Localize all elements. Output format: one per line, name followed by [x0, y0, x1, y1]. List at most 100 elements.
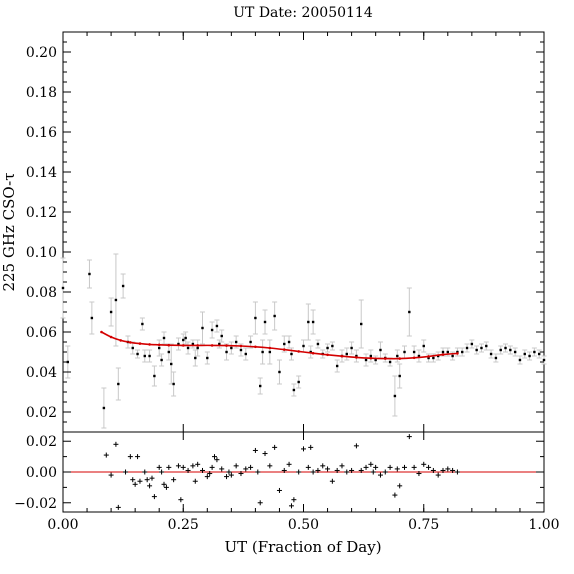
- data-point: [88, 272, 91, 276]
- data-point: [326, 346, 329, 350]
- data-point: [461, 350, 464, 354]
- data-point: [234, 340, 238, 344]
- data-point: [290, 352, 293, 356]
- data-point: [309, 350, 312, 354]
- x-tick-label: 0.00: [47, 517, 78, 533]
- residual-point: [195, 461, 201, 467]
- residual-point: [406, 434, 412, 440]
- y-tick-label: 0.18: [26, 85, 57, 101]
- data-point: [201, 326, 204, 330]
- residual-point: [151, 494, 157, 500]
- data-point: [441, 350, 445, 354]
- residual-point: [315, 467, 321, 473]
- data-point: [451, 354, 454, 358]
- x-tick-label: 1.00: [528, 517, 559, 533]
- data-point: [254, 316, 257, 320]
- data-point: [90, 316, 94, 320]
- residual-point: [450, 467, 456, 473]
- fit-point: [225, 344, 228, 347]
- residual-point: [301, 446, 306, 452]
- data-point: [355, 354, 358, 358]
- residual-point: [394, 466, 400, 472]
- residual-point: [435, 472, 441, 478]
- x-tick: 0.50: [288, 32, 319, 533]
- residual-point: [214, 457, 220, 463]
- data-point: [109, 310, 113, 314]
- fit-point: [157, 343, 161, 347]
- y-tick-label: 0.16: [26, 125, 57, 141]
- residual-point: [212, 454, 218, 460]
- y-tick-label: 0.04: [26, 365, 57, 381]
- residual-point: [204, 474, 210, 480]
- data-point: [509, 348, 512, 352]
- data-point: [230, 346, 233, 350]
- data-point: [374, 358, 377, 362]
- residual-point: [252, 447, 258, 453]
- y-tick: 0.02: [26, 434, 544, 450]
- data-point: [191, 342, 195, 346]
- residual-point: [272, 444, 278, 450]
- residual-point: [257, 500, 263, 506]
- residual-point: [171, 477, 177, 483]
- residual-point: [127, 454, 133, 460]
- residual-point: [233, 463, 239, 469]
- residual-point: [310, 469, 316, 475]
- data-point: [273, 314, 276, 318]
- data-point: [513, 350, 517, 354]
- fit-point: [441, 353, 445, 356]
- data-point: [537, 352, 541, 356]
- bottom-y-ticks: 0.02 0.00 −0.02: [14, 434, 544, 512]
- residual-point: [288, 503, 294, 509]
- fit-point: [369, 356, 373, 360]
- residual-point: [180, 464, 186, 470]
- data-point: [311, 320, 315, 324]
- residual-point: [159, 469, 165, 475]
- y-tick: 0.14: [26, 165, 544, 181]
- y-tick: 0.16: [26, 125, 544, 141]
- chart-title: UT Date: 20050114: [233, 5, 373, 21]
- residual-point: [445, 466, 451, 472]
- residual-point: [175, 463, 181, 469]
- y-tick-label: 0.02: [26, 405, 57, 421]
- data-point: [121, 284, 125, 288]
- data-point: [485, 344, 488, 348]
- residual-point: [178, 497, 184, 503]
- data-point: [249, 340, 252, 344]
- residual-points: [103, 434, 460, 510]
- data-point: [268, 350, 272, 354]
- data-point: [263, 320, 267, 324]
- x-axis-label: UT (Fraction of Day): [224, 538, 381, 556]
- data-point: [422, 344, 425, 348]
- data-point: [194, 356, 197, 360]
- data-point: [393, 394, 397, 398]
- residual-point: [192, 478, 198, 484]
- y-tick: 0.20: [26, 45, 544, 61]
- top-errorbars: [60, 253, 547, 429]
- fit-point: [297, 350, 300, 353]
- fit-point: [129, 341, 132, 344]
- residual-point: [308, 444, 314, 450]
- residual-point: [411, 464, 417, 470]
- data-point: [184, 336, 187, 340]
- residual-point: [166, 464, 172, 470]
- residual-point: [156, 464, 162, 470]
- data-point: [307, 320, 310, 324]
- residual-point: [281, 467, 287, 473]
- residual-point: [368, 461, 374, 467]
- data-point: [160, 358, 163, 362]
- fit-point: [196, 344, 199, 347]
- y-tick-label: 0.20: [26, 45, 57, 61]
- residual-point: [296, 469, 302, 475]
- data-point: [504, 346, 507, 350]
- residual-point: [286, 461, 292, 467]
- data-point: [131, 346, 134, 350]
- residual-point: [163, 484, 169, 490]
- fit-point: [456, 352, 459, 355]
- data-point: [220, 334, 223, 338]
- residual-point: [161, 481, 167, 487]
- fit-point: [167, 343, 171, 347]
- top-panel: 0.02 0.04 0.06 0.08 0.10 0.12 0.14 0.16 0.18 0.20: [26, 31, 547, 433]
- data-point: [141, 322, 144, 326]
- residual-point: [377, 472, 383, 478]
- fit-point: [239, 344, 243, 348]
